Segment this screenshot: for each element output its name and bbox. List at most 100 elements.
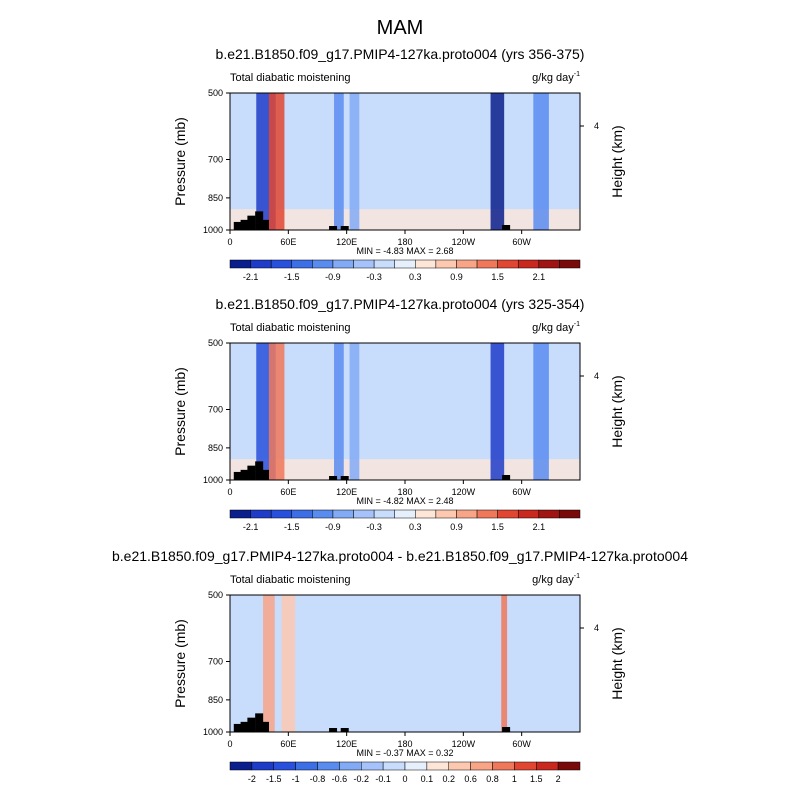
field-zone-2 — [501, 595, 508, 732]
units-exponent: -1 — [574, 321, 580, 328]
topography-block-0 — [233, 471, 242, 480]
y-tick-label: 1000 — [203, 475, 223, 485]
figure-title: MAM — [377, 17, 424, 39]
x-tick-label: 120W — [452, 237, 476, 247]
right-tick-label: 4 — [594, 121, 599, 131]
colorbar-swatch — [250, 259, 272, 269]
colorbar-label: 2 — [556, 774, 561, 784]
y-tick-label: 700 — [208, 155, 223, 165]
colorbar-swatch — [229, 259, 251, 269]
colorbar-swatch — [273, 761, 296, 771]
colorbar-label: -0.9 — [325, 522, 341, 532]
topography-block-6 — [340, 728, 349, 732]
topography-block-4 — [261, 721, 269, 732]
y-tick-label: 700 — [208, 405, 223, 415]
units-label: g/kg day-1 — [532, 71, 580, 84]
colorbar-swatch — [270, 509, 293, 519]
x-tick-label: 0 — [227, 237, 232, 247]
units-base: g/kg day — [532, 322, 574, 334]
field-zone-3 — [349, 93, 360, 230]
x-tick-label: 60E — [280, 739, 296, 749]
colorbar-label: 0.9 — [450, 272, 463, 282]
y-axis-label: Pressure (mb) — [172, 117, 188, 206]
x-tick-label: 0 — [227, 739, 232, 749]
colorbar-swatch — [497, 509, 519, 519]
panel-title: b.e21.B1850.f09_g17.PMIP4-127ka.proto004… — [112, 548, 688, 564]
topography-block-2 — [247, 465, 256, 480]
topography-block-2 — [247, 717, 256, 732]
colorbar-label: -0.3 — [366, 272, 382, 282]
stats-label: MIN = -4.83 MAX = 2.68 — [356, 246, 453, 256]
colorbar-label: 0.3 — [409, 522, 422, 532]
colorbar-swatch — [295, 761, 318, 771]
colorbar-swatch — [497, 259, 519, 269]
colorbar-label: 2.1 — [533, 522, 546, 532]
units-label: g/kg day-1 — [532, 321, 580, 334]
topography-block-0 — [233, 723, 242, 732]
x-tick-label: 180 — [397, 487, 412, 497]
colorbar-swatch — [538, 509, 560, 519]
topography-block-0 — [233, 221, 242, 230]
colorbar-swatch — [394, 259, 416, 269]
topography-block-6 — [340, 226, 349, 230]
colorbar-swatch — [559, 259, 581, 269]
x-tick-label: 60W — [512, 237, 531, 247]
colorbar-label: 1.5 — [530, 774, 543, 784]
colorbar-swatch — [426, 761, 449, 771]
field-zone-1 — [268, 343, 285, 480]
topography-block-3 — [255, 461, 264, 480]
colorbar-swatch — [476, 509, 498, 519]
y-axis-label: Pressure (mb) — [172, 367, 188, 456]
x-tick-label: 60W — [512, 739, 531, 749]
right-tick-label: 4 — [594, 371, 599, 381]
colorbar-label: -0.8 — [310, 774, 326, 784]
colorbar-swatch — [373, 509, 395, 519]
field-zone-2 — [334, 93, 344, 230]
topography-block-4 — [261, 469, 269, 480]
colorbar-swatch — [448, 761, 471, 771]
y-tick-label: 500 — [208, 590, 223, 600]
variable-label: Total diabatic moistening — [230, 72, 350, 84]
colorbar-swatch — [361, 761, 384, 771]
field-zone-5 — [533, 93, 549, 230]
topography-block-7 — [502, 224, 511, 230]
colorbar-swatch — [470, 761, 493, 771]
x-tick-label: 120E — [336, 739, 357, 749]
colorbar-swatch — [404, 761, 428, 771]
colorbar-label: 0.9 — [450, 522, 463, 532]
topography-block-5 — [329, 226, 338, 230]
colorbar-label: 0.1 — [421, 774, 434, 784]
colorbar-swatch — [317, 761, 340, 771]
colorbar-swatch — [536, 761, 559, 771]
right-axis-label: Height (km) — [609, 125, 625, 197]
colorbar-swatch — [435, 259, 457, 269]
colorbar-swatch — [312, 259, 334, 269]
colorbar-swatch — [514, 761, 537, 771]
colorbar-swatch — [517, 259, 540, 269]
chart-panel-0: b.e21.B1850.f09_g17.PMIP4-127ka.proto004… — [172, 46, 625, 282]
x-tick-label: 180 — [397, 739, 412, 749]
field-background — [230, 93, 580, 230]
topography-block-5 — [329, 476, 338, 480]
stats-label: MIN = -4.82 MAX = 2.48 — [356, 496, 453, 506]
x-tick-label: 120W — [452, 739, 476, 749]
y-tick-label: 500 — [208, 338, 223, 348]
colorbar-swatch — [492, 761, 515, 771]
field-zone-0 — [263, 595, 275, 732]
colorbar-label: -0.2 — [353, 774, 369, 784]
colorbar-swatch — [353, 509, 375, 519]
x-tick-label: 60W — [512, 487, 531, 497]
y-tick-label: 1000 — [203, 225, 223, 235]
y-tick-label: 700 — [208, 657, 223, 667]
colorbar-label: -0.3 — [366, 522, 382, 532]
chart-panel-1: b.e21.B1850.f09_g17.PMIP4-127ka.proto004… — [172, 296, 625, 532]
topography-block-3 — [255, 211, 264, 230]
colorbar-swatch — [394, 509, 416, 519]
colorbar-swatch — [353, 259, 375, 269]
y-axis-label: Pressure (mb) — [172, 619, 188, 708]
colorbar-swatch — [332, 509, 354, 519]
colorbar-label: -1.5 — [284, 522, 300, 532]
colorbar-label: -0.6 — [332, 774, 348, 784]
colorbar-label: 0 — [402, 774, 407, 784]
colorbar-swatch — [456, 509, 478, 519]
